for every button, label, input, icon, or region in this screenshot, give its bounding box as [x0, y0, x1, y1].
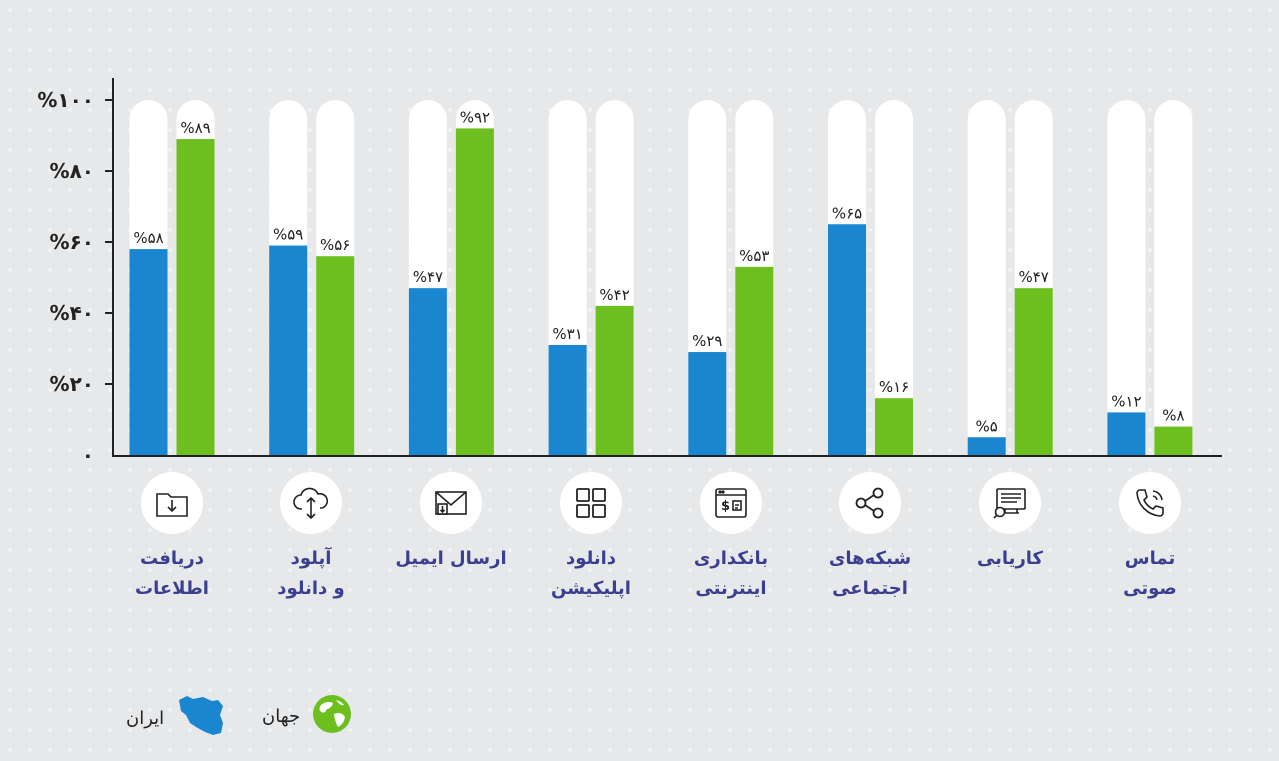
- value-label: %۵۸: [133, 229, 163, 247]
- y-tick-label: %۴۰: [50, 301, 94, 325]
- category-label: ارسال ایمیل: [395, 548, 507, 569]
- y-tick-label: %۲۰: [50, 372, 94, 396]
- y-tick-label: %۱۰۰: [37, 88, 94, 112]
- y-tick-label: %۸۰: [50, 159, 94, 183]
- value-label: %۸۹: [180, 119, 210, 137]
- bar-iran: [828, 224, 866, 455]
- category-app-download: دانلود اپلیکیشن: [531, 472, 651, 604]
- y-tick-label: %۶۰: [50, 230, 94, 254]
- bar-world: [316, 256, 355, 455]
- bar-iran: [408, 288, 447, 455]
- bar-world: [735, 266, 774, 455]
- value-label: %۴۷: [1019, 268, 1049, 286]
- bar-track: [1154, 100, 1193, 455]
- bar-iran: [967, 437, 1006, 455]
- value-label: %۵۳: [739, 247, 769, 265]
- category-job-search: کاریابی: [950, 472, 1070, 574]
- cloud-upload-icon: [280, 472, 342, 534]
- phone-call-icon: [1119, 472, 1181, 534]
- bars: [129, 128, 1193, 456]
- category-internet-banking: $ بانکداری اینترنتی: [671, 472, 791, 604]
- y-axis-ticks: ٠ %۲۰ %۴۰ %۶۰ %۸۰ %۱۰۰: [37, 88, 113, 467]
- legend-iran: ایران: [126, 694, 226, 742]
- value-label: %۵: [976, 417, 998, 435]
- category-label: دریافت اطلاعات: [135, 548, 209, 599]
- category-upload-download: آپلود و دانلود: [251, 472, 371, 604]
- globe-icon: [312, 694, 352, 738]
- category-receive-info: دریافت اطلاعات: [112, 472, 232, 604]
- category-label: بانکداری اینترنتی: [693, 548, 769, 599]
- legend-world: جهان: [262, 694, 352, 738]
- category-label: شبکه‌های اجتماعی: [828, 548, 912, 599]
- bar-track: [967, 100, 1006, 455]
- legend-world-label: جهان: [262, 705, 301, 727]
- bar-track: [1107, 100, 1146, 455]
- value-label: %۶۵: [832, 204, 862, 222]
- category-label: دانلود اپلیکیشن: [551, 548, 631, 599]
- bar-iran: [548, 344, 587, 455]
- category-voice-call: تماس صوتی: [1090, 472, 1210, 604]
- value-label: %۴۷: [413, 268, 443, 286]
- bar-world: [176, 139, 215, 456]
- value-label: %۱۶: [879, 378, 909, 396]
- bar-world: [1014, 288, 1053, 455]
- value-label: %۱۲: [1111, 392, 1141, 410]
- bar-world: [1154, 426, 1193, 455]
- value-labels: %۵۸ %۸۹ %۵۹ %۵۶ %۴۷ %۹۲ %۳۱ %۴۲ %۲۹ %۵۳ %۶۵ %۱۶ %۵ %۴…: [133, 108, 1184, 435]
- category-label: تماس صوتی: [1123, 548, 1177, 599]
- value-label: %۵۹: [273, 226, 303, 244]
- bar-chart: %۵۸ %۸۹ %۵۹ %۵۶ %۴۷ %۹۲ %۳۱ %۴۲ %۲۹ %۵۳ %۶۵ %۱۶ %۵ %۴…: [37, 78, 1222, 467]
- value-label: %۹۲: [460, 108, 490, 126]
- value-label: %۵۶: [320, 236, 350, 254]
- iran-map-icon: [176, 694, 226, 742]
- category-send-email: ارسال ایمیل: [391, 472, 511, 574]
- bar-iran: [1107, 412, 1146, 455]
- bar-iran: [688, 352, 727, 455]
- bar-world: [595, 305, 634, 455]
- category-social-networks: شبکه‌های اجتماعی: [810, 472, 930, 604]
- bar-iran: [129, 249, 168, 455]
- bar-world: [455, 128, 494, 455]
- category-label: آپلود و دانلود: [277, 548, 345, 599]
- svg-text:$: $: [721, 499, 730, 514]
- bar-iran: [269, 245, 308, 455]
- category-label: کاریابی: [976, 548, 1044, 569]
- grid-apps-icon: [560, 472, 622, 534]
- online-banking-icon: $: [700, 472, 762, 534]
- share-icon: [839, 472, 901, 534]
- value-label: %۴۲: [599, 286, 629, 304]
- email-icon: [420, 472, 482, 534]
- bar-world: [875, 398, 913, 455]
- bar-track: [875, 100, 913, 455]
- y-tick-label: ٠: [82, 443, 94, 467]
- value-label: %۳۱: [552, 325, 582, 343]
- value-label: %۲۹: [692, 332, 722, 350]
- value-label: %۸: [1162, 407, 1184, 425]
- folder-download-icon: [141, 472, 203, 534]
- legend-iran-label: ایران: [126, 707, 165, 729]
- job-search-icon: [979, 472, 1041, 534]
